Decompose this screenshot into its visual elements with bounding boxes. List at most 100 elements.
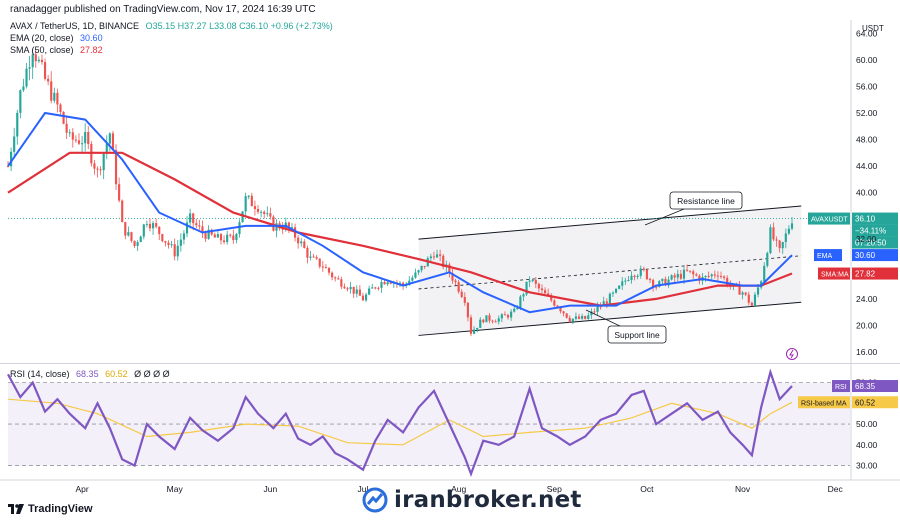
candle-body (130, 232, 133, 241)
candle-body (164, 241, 167, 243)
candle-body (80, 143, 84, 145)
candle-body (315, 257, 318, 259)
candle-body (719, 276, 723, 278)
candle-body (559, 307, 562, 312)
candle-body (506, 315, 510, 318)
last-price-tag: 36.10 (852, 212, 898, 225)
legend-sma-label: SMA (50, close) (10, 45, 74, 55)
change-tag: −34.11% (852, 224, 898, 237)
candle-body (581, 315, 584, 319)
candle-body (151, 223, 155, 229)
candle-body (565, 313, 568, 318)
candle-body (627, 280, 630, 282)
ema-tag: EMA (814, 249, 842, 262)
candle-body (658, 281, 661, 287)
candle-body (429, 256, 432, 259)
watermark-text: iranbroker.net (394, 487, 582, 513)
candle-body (772, 227, 775, 240)
candle-body (28, 67, 31, 69)
candle-body (312, 256, 315, 258)
candle-body (334, 277, 337, 279)
candle-body (784, 233, 787, 243)
event-lightning-icon[interactable] (786, 348, 798, 360)
candle-body (463, 296, 466, 303)
event-bolt (789, 349, 794, 359)
candle-body (145, 223, 148, 225)
sma-tag-bg (818, 267, 850, 280)
candle-body (371, 287, 374, 289)
rsi-tag: RSI (832, 380, 850, 393)
price-ticks: 16.00 20.00 24.00 40.00 44.00 48.00 52.00 56.00… (856, 28, 878, 357)
candle-body (574, 316, 578, 319)
rsi-ma-value-tag-bg (852, 396, 898, 409)
ema-tag-bg (814, 249, 842, 262)
watermark: iranbroker.net (362, 487, 582, 513)
candle-body (50, 81, 53, 101)
candle-body (402, 282, 405, 286)
candle-body (222, 240, 226, 243)
price-tick-label: 24.00 (856, 294, 878, 304)
candle-body (747, 294, 750, 303)
tradingview-footer[interactable]: TradingView (8, 503, 93, 515)
legend-ema-label: EMA (20, close) (10, 33, 74, 43)
candle-body (108, 133, 111, 144)
candle-body (87, 132, 90, 144)
candle-body (543, 290, 547, 294)
candle-body (139, 236, 142, 243)
candle-body (713, 274, 716, 276)
candle-body (161, 234, 164, 242)
candle-body (40, 59, 44, 63)
candle-body (158, 226, 161, 235)
time-tick-label: Apr (75, 484, 88, 494)
last-price-tag-text: 36.10 (855, 215, 876, 224)
candle-body (253, 206, 257, 210)
candle-body (226, 234, 229, 243)
candle-body (364, 294, 368, 301)
candle-body (614, 288, 618, 293)
candle-body (639, 268, 642, 276)
candle-body (605, 301, 608, 304)
candle-body (599, 306, 602, 308)
candle-body (93, 163, 96, 169)
countdown-tag: 07:20:50 (852, 236, 898, 249)
price-tick-label: 16.00 (856, 347, 878, 357)
event-circle (786, 348, 798, 360)
rsi-tag-text: RSI (835, 384, 847, 391)
candle-body (482, 319, 485, 323)
price-axis-currency: USDT (862, 24, 884, 33)
candle-body (494, 321, 497, 323)
candle-body (213, 234, 216, 238)
price-tick-label: 64.00 (856, 28, 878, 38)
candle-body (636, 275, 639, 277)
candle-body (547, 293, 550, 296)
rsi-line (7, 368, 793, 478)
candle-body (374, 287, 377, 289)
ema-value-tag-text: 30.60 (855, 251, 876, 260)
candle-body (340, 279, 343, 287)
candle-body (682, 269, 686, 279)
legend-rsi: RSI (14, close) 68.35 60.52 Ø Ø Ø Ø (10, 368, 170, 380)
candle-body (309, 256, 312, 258)
symbol-tag-text: AVAXUSDT (811, 217, 848, 224)
candle-body (723, 276, 726, 278)
support-callout-label: Support line (614, 330, 660, 340)
candle-body (37, 59, 40, 62)
candle-body (198, 225, 201, 227)
candle-body (642, 268, 645, 270)
candle-body (769, 227, 772, 253)
candle-body (781, 242, 784, 249)
candle-body (84, 132, 87, 144)
candle-body (383, 282, 386, 285)
candle-body (287, 222, 290, 229)
candle-body (179, 239, 182, 246)
candle-body (185, 222, 189, 234)
resistance-callout-label: Resistance line (677, 196, 735, 206)
candle-body (618, 285, 621, 289)
change-tag-text: −34.11% (855, 227, 886, 236)
candle-body (414, 272, 417, 278)
candle-body (127, 232, 130, 236)
candle-body (136, 242, 139, 246)
ema-value-tag: 30.60 (852, 249, 898, 262)
candle-body (432, 256, 436, 258)
candle-body (272, 216, 275, 231)
